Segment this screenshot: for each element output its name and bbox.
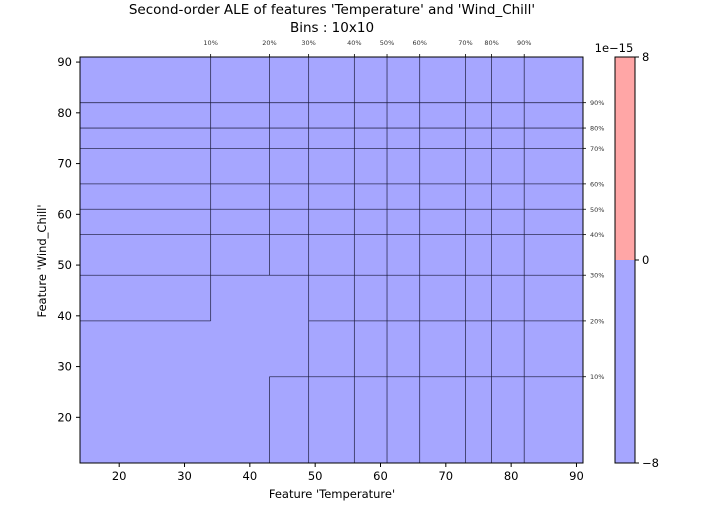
y-tick-label: 20 xyxy=(57,410,72,424)
y-quantile-label: 30% xyxy=(590,272,604,280)
plot-frame xyxy=(79,56,584,464)
x-quantile-label: 30% xyxy=(301,39,315,47)
y-quantile-label: 80% xyxy=(590,125,604,133)
x-quantile-label: 90% xyxy=(517,39,531,47)
colorbar-tick-label: −8 xyxy=(642,456,659,470)
y-quantile-labels: 10% 20% 30% 40% 50% 60% 70% 80% 90% xyxy=(583,99,604,381)
y-axis-label: Feature 'Wind_Chill' xyxy=(35,205,49,318)
x-quantile-labels: 10% 20% 30% 40% 50% 60% 70% 80% 90% xyxy=(203,39,531,57)
x-quantile-label: 80% xyxy=(484,39,498,47)
x-tick-label: 30 xyxy=(177,469,192,483)
colorbar: 8 0 −8 xyxy=(614,50,659,470)
y-quantile-label: 70% xyxy=(590,145,604,153)
colorbar-positive-segment xyxy=(615,57,635,260)
y-quantile-label: 10% xyxy=(590,373,604,381)
x-quantile-label: 40% xyxy=(347,39,361,47)
x-tick-label: 50 xyxy=(308,469,323,483)
x-tick-label: 60 xyxy=(373,469,388,483)
y-tick-label: 50 xyxy=(57,258,72,272)
x-tick-label: 20 xyxy=(112,469,127,483)
y-quantile-label: 50% xyxy=(590,206,604,214)
colorbar-tick-label: 8 xyxy=(642,50,649,64)
x-axis: 20 30 40 50 60 70 80 90 xyxy=(112,463,584,483)
y-tick-label: 80 xyxy=(57,106,72,120)
y-tick-label: 70 xyxy=(57,157,72,171)
bin-boundaries xyxy=(80,57,583,463)
y-tick-label: 40 xyxy=(57,309,72,323)
x-quantile-label: 70% xyxy=(458,39,472,47)
y-tick-label: 90 xyxy=(57,55,72,69)
x-tick-label: 70 xyxy=(438,469,453,483)
x-quantile-label: 60% xyxy=(412,39,426,47)
y-tick-label: 30 xyxy=(57,360,72,374)
x-quantile-label: 10% xyxy=(203,39,217,47)
y-quantile-label: 40% xyxy=(590,231,604,239)
y-quantile-label: 90% xyxy=(590,99,604,107)
y-tick-label: 60 xyxy=(57,207,72,221)
heatmap-fill xyxy=(80,57,583,463)
colorbar-negative-segment xyxy=(615,260,635,463)
x-axis-label: Feature 'Temperature' xyxy=(269,487,395,501)
y-quantile-label: 60% xyxy=(590,180,604,188)
x-tick-label: 90 xyxy=(569,469,584,483)
plot-area xyxy=(80,57,583,463)
x-quantile-label: 20% xyxy=(262,39,276,47)
y-axis: 20 30 40 50 60 70 80 90 xyxy=(57,55,80,424)
colorbar-tick-label: 0 xyxy=(642,253,649,267)
x-tick-label: 80 xyxy=(504,469,519,483)
x-tick-label: 40 xyxy=(243,469,258,483)
y-quantile-label: 20% xyxy=(590,317,604,325)
chart-title: Second-order ALE of features 'Temperatur… xyxy=(129,2,535,18)
x-quantile-label: 50% xyxy=(380,39,394,47)
chart-subtitle: Bins : 10x10 xyxy=(290,20,374,36)
colorbar-scale-label: 1e−15 xyxy=(595,41,634,55)
